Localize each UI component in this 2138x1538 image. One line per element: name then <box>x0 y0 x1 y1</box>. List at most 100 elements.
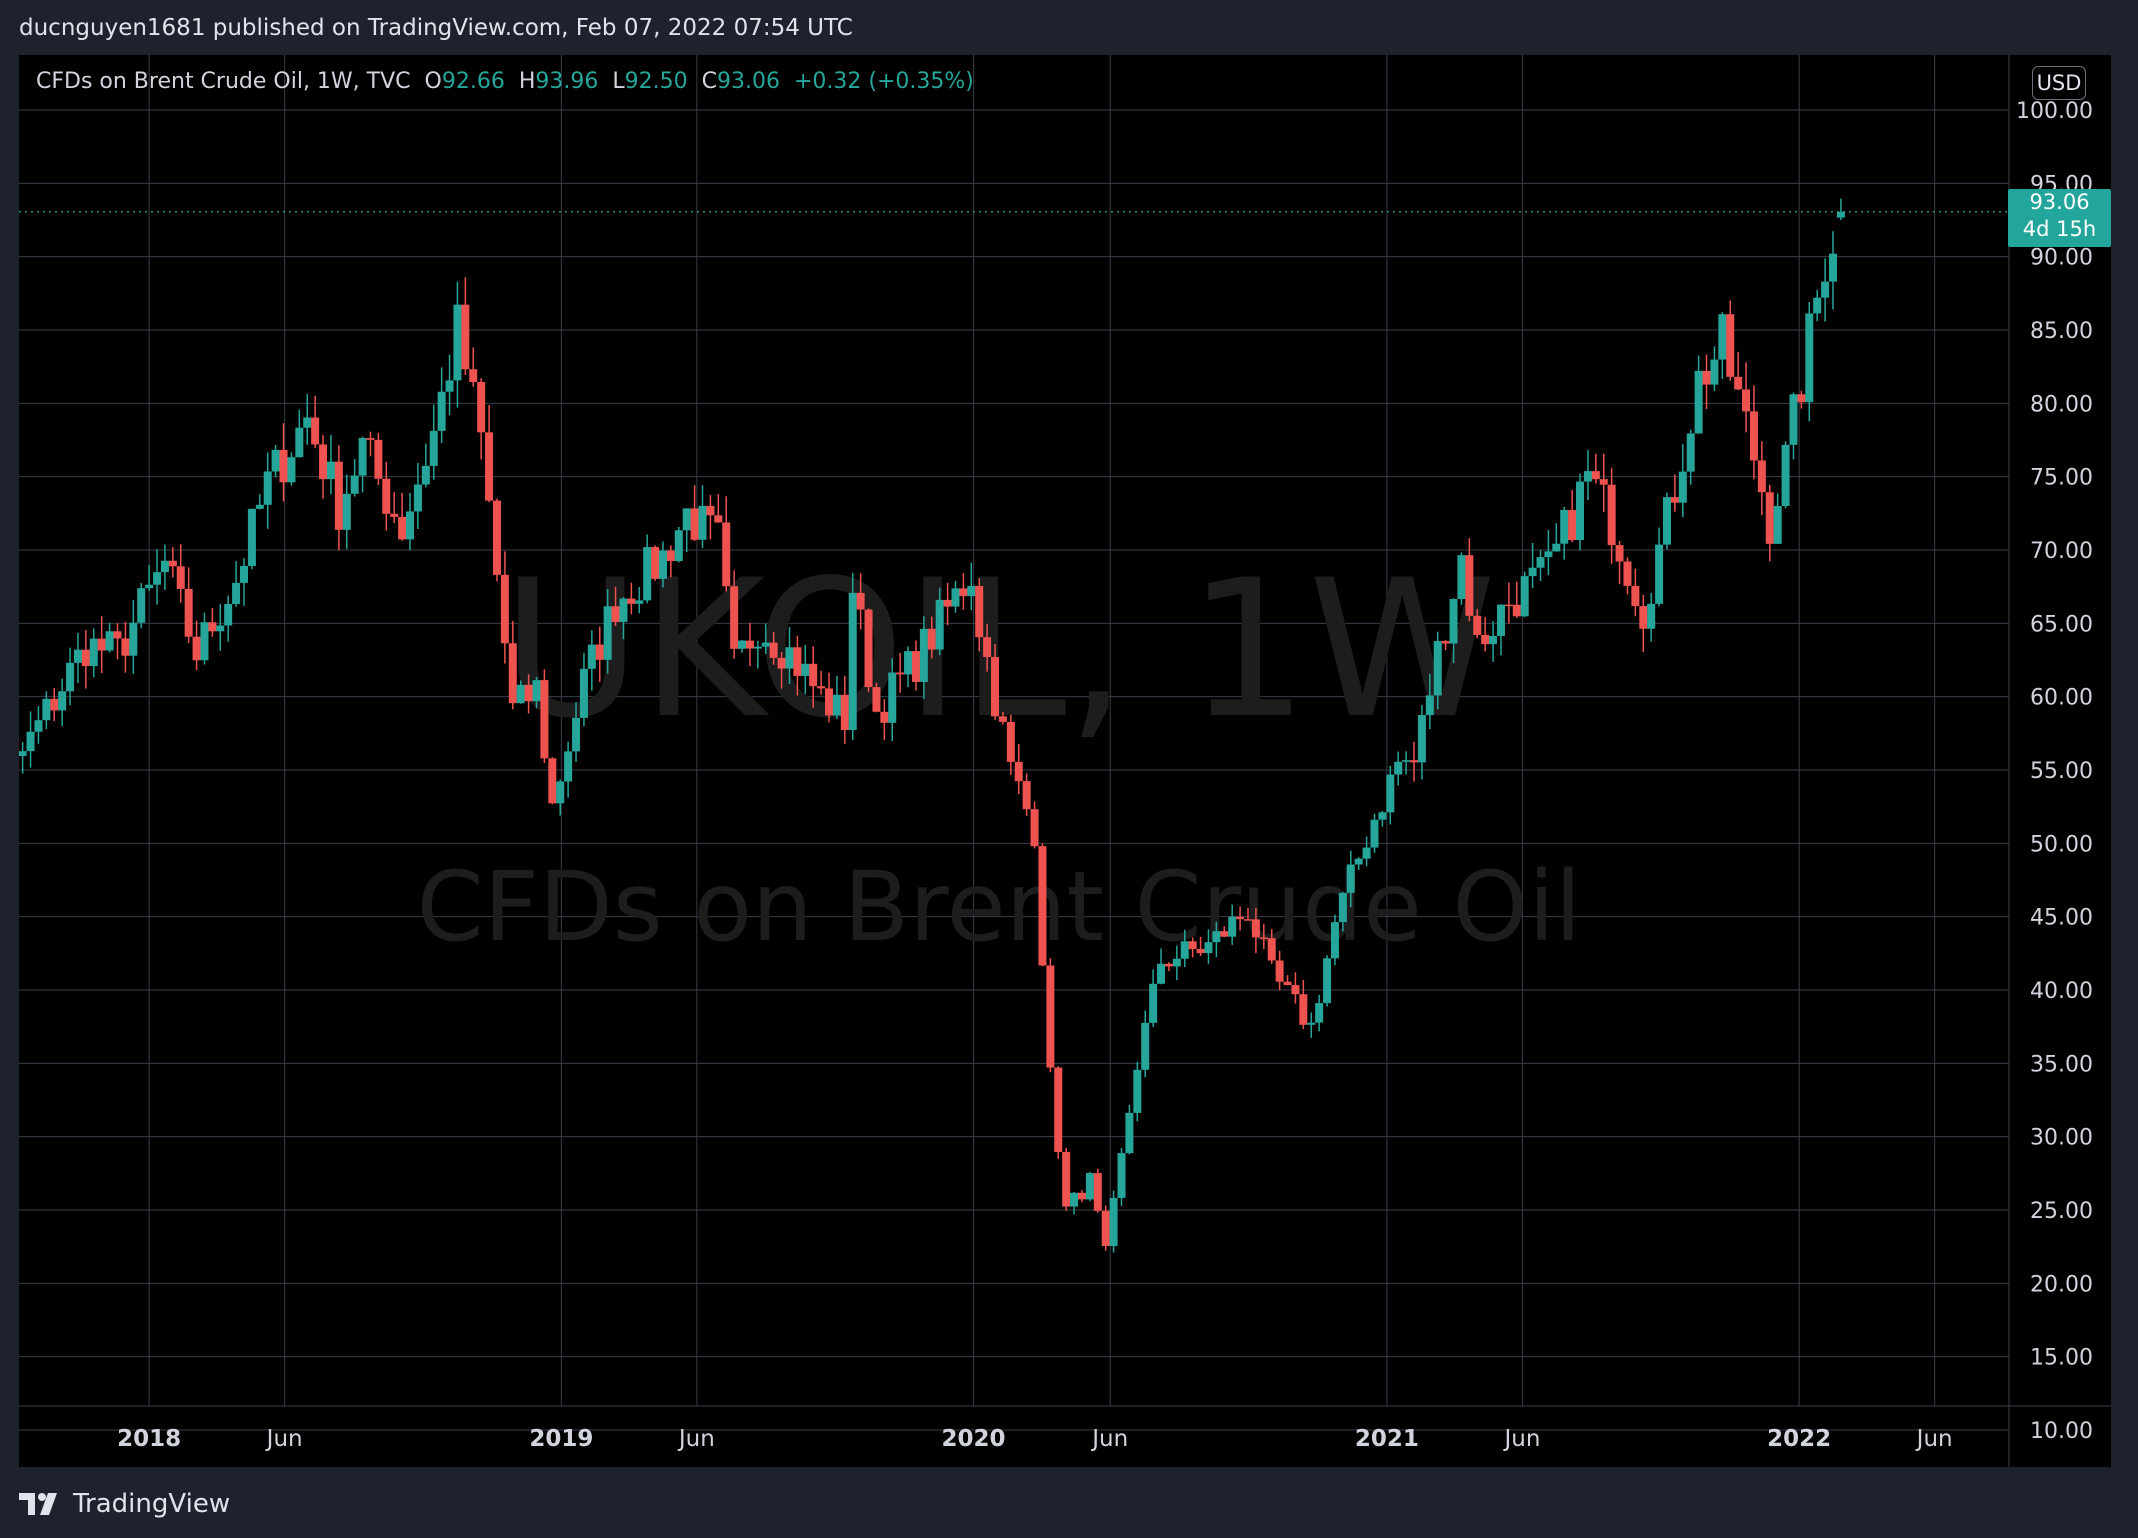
candle-body <box>1070 1192 1079 1207</box>
candle-body <box>1283 981 1292 986</box>
candle-body <box>666 550 675 562</box>
candle-body <box>572 717 581 752</box>
candle-body <box>1781 444 1790 506</box>
candle-body <box>1773 505 1782 544</box>
footer-branding[interactable]: TradingView <box>19 1486 230 1522</box>
candle-body <box>1346 864 1355 893</box>
candle-body <box>461 304 470 370</box>
candle-body <box>651 547 660 579</box>
candle-body <box>817 686 826 689</box>
candle-body <box>303 417 312 428</box>
candle-body <box>856 592 865 610</box>
candle-body <box>1038 846 1047 966</box>
candle-body <box>485 432 494 501</box>
price-chart[interactable]: UKOIL, 1W CFDs on Brent Crude Oil 10.00 1… <box>19 55 2111 1467</box>
candle-body <box>1433 641 1442 696</box>
time-tick-label: Jun <box>265 1426 303 1452</box>
candle-body <box>1323 958 1332 1004</box>
candle-body <box>153 572 162 585</box>
last-price-tag: 93.06 4d 15h <box>2008 189 2111 247</box>
candle-body <box>1062 1151 1071 1207</box>
candle-body <box>319 444 328 480</box>
candle-body <box>682 508 691 531</box>
candle-body <box>1583 471 1592 482</box>
candle-body <box>263 471 272 505</box>
candle-body <box>904 651 913 675</box>
candle-body <box>548 758 557 804</box>
published-by-line: ducnguyen1681 published on TradingView.c… <box>19 15 853 41</box>
candle-body <box>50 698 59 711</box>
candle-body <box>1014 761 1023 782</box>
candle-body <box>1481 634 1490 645</box>
candle-body <box>1552 543 1561 552</box>
candle-body <box>1789 394 1798 445</box>
candle-body <box>1354 858 1363 865</box>
candle-body <box>406 511 415 540</box>
candle-body <box>1686 433 1695 472</box>
candle-body <box>255 504 264 509</box>
watermark: UKOIL, 1W CFDs on Brent Crude Oil <box>417 539 1582 963</box>
candle-body <box>208 622 217 632</box>
candle-body <box>1054 1067 1063 1152</box>
candle-body <box>1410 760 1419 763</box>
candle-body <box>643 547 652 601</box>
candle-body <box>137 588 146 623</box>
legend-change-value: +0.32 (+0.35%) <box>793 69 974 94</box>
candle-body <box>983 637 992 658</box>
candle-body <box>81 649 90 667</box>
candle-body <box>160 560 169 573</box>
candle-body <box>1576 481 1585 541</box>
legend-symbol-description: CFDs on Brent Crude Oil, 1W, TVC <box>36 69 411 94</box>
candle-body <box>1362 847 1371 859</box>
candle-body <box>967 585 976 597</box>
candle-body <box>611 606 620 622</box>
candle-body <box>42 698 51 721</box>
candle-body <box>1655 544 1664 604</box>
candle-body <box>761 642 770 647</box>
candle-body <box>1220 931 1229 937</box>
chart-pane[interactable]: UKOIL, 1W CFDs on Brent Crude Oil 10.00 1… <box>19 55 2111 1467</box>
candle-body <box>658 550 667 579</box>
price-tick-label: 70.00 <box>2030 539 2093 564</box>
bar-countdown: 4d 15h <box>2022 217 2097 241</box>
legend-open-value: 92.66 <box>441 69 505 94</box>
time-tick-label: 2020 <box>942 1426 1006 1452</box>
candle-body <box>279 449 288 483</box>
candle-body <box>1315 1003 1324 1023</box>
candle-body <box>34 720 43 732</box>
candle-body <box>722 522 731 587</box>
candle-body <box>1022 781 1031 810</box>
candle-body <box>311 417 320 445</box>
candle-body <box>1141 1022 1150 1070</box>
candle-body <box>832 694 841 716</box>
candle-body <box>1338 892 1347 923</box>
currency-button[interactable]: USD <box>2032 66 2086 100</box>
candle-body <box>1718 314 1727 360</box>
candle-body <box>1710 359 1719 385</box>
candle-body <box>1417 715 1426 763</box>
candle-body <box>1180 941 1189 959</box>
candle-body <box>1520 576 1529 617</box>
candle-body <box>1449 599 1458 644</box>
candle-body <box>26 731 35 752</box>
tradingview-logo-icon <box>19 1493 57 1515</box>
candle-body <box>1164 963 1173 967</box>
time-tick-label: 2018 <box>117 1426 181 1452</box>
candle-body <box>492 500 501 575</box>
candle-body <box>1109 1197 1118 1247</box>
candle-body <box>1528 567 1537 577</box>
candle-body <box>232 582 241 604</box>
candle-body <box>287 457 296 483</box>
time-tick-label: 2019 <box>529 1426 593 1452</box>
watermark-description: CFDs on Brent Crude Oil <box>417 851 1582 963</box>
price-tick-label: 85.00 <box>2030 319 2093 344</box>
legend-close-value: 93.06 <box>716 69 780 94</box>
symbol-legend: CFDs on Brent Crude Oil, 1W, TVC O92.66 … <box>36 69 974 94</box>
price-tick-label: 15.00 <box>2030 1346 2093 1371</box>
candle-body <box>271 449 280 472</box>
price-tick-label: 10.00 <box>2030 1419 2093 1444</box>
candle-body <box>358 438 367 476</box>
candle-body <box>1441 641 1450 644</box>
candle-body <box>1117 1153 1126 1198</box>
price-tick-label: 50.00 <box>2030 832 2093 857</box>
